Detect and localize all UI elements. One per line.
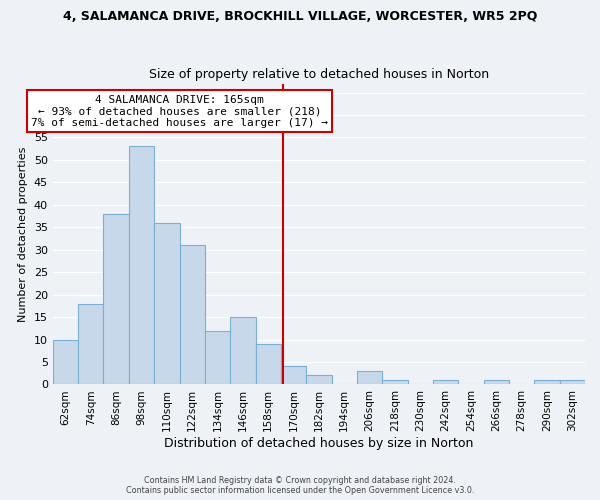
- Bar: [78, 304, 103, 384]
- Text: 4 SALAMANCA DRIVE: 165sqm
← 93% of detached houses are smaller (218)
7% of semi-: 4 SALAMANCA DRIVE: 165sqm ← 93% of detac…: [31, 95, 328, 128]
- Bar: [306, 376, 332, 384]
- Bar: [484, 380, 509, 384]
- Y-axis label: Number of detached properties: Number of detached properties: [18, 146, 28, 322]
- Bar: [535, 380, 560, 384]
- Bar: [230, 317, 256, 384]
- Bar: [179, 245, 205, 384]
- Bar: [560, 380, 585, 384]
- Text: Contains HM Land Registry data © Crown copyright and database right 2024.
Contai: Contains HM Land Registry data © Crown c…: [126, 476, 474, 495]
- Bar: [256, 344, 281, 385]
- Bar: [281, 366, 306, 384]
- Title: Size of property relative to detached houses in Norton: Size of property relative to detached ho…: [149, 68, 489, 81]
- Bar: [382, 380, 407, 384]
- Bar: [357, 371, 382, 384]
- X-axis label: Distribution of detached houses by size in Norton: Distribution of detached houses by size …: [164, 437, 473, 450]
- Bar: [103, 214, 129, 384]
- Text: 4, SALAMANCA DRIVE, BROCKHILL VILLAGE, WORCESTER, WR5 2PQ: 4, SALAMANCA DRIVE, BROCKHILL VILLAGE, W…: [63, 10, 537, 23]
- Bar: [154, 223, 179, 384]
- Bar: [129, 146, 154, 384]
- Bar: [205, 330, 230, 384]
- Bar: [53, 340, 78, 384]
- Bar: [433, 380, 458, 384]
